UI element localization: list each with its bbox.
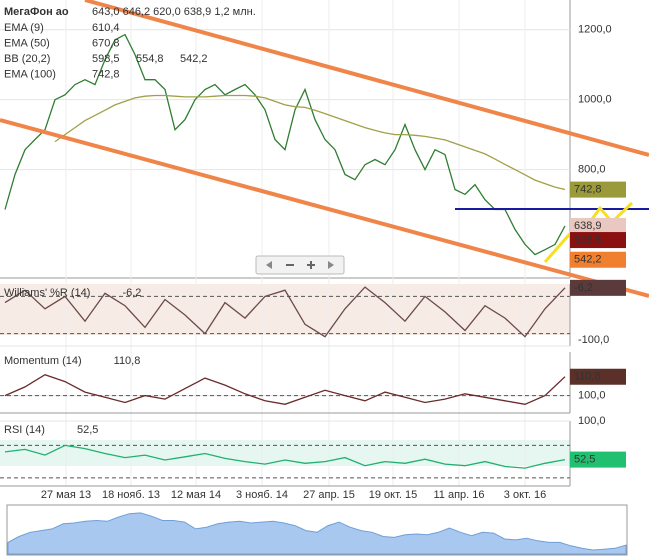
y-tick-label: 1000,0: [578, 94, 612, 106]
price-tag: [570, 251, 626, 268]
x-tick-label: 19 окт. 15: [369, 489, 418, 501]
scroll-right[interactable]: [328, 261, 334, 269]
price-tag-label: 52,5: [574, 454, 595, 466]
price-tag: [570, 181, 626, 198]
series-line: [4, 33, 566, 256]
pane-fill: [0, 440, 570, 466]
pane-value: 110,8: [114, 355, 141, 367]
price-tag-label: 598,5: [574, 234, 602, 246]
x-tick-label: 11 апр. 16: [433, 489, 484, 501]
series-line: [4, 286, 566, 338]
series-line: [4, 373, 566, 405]
x-tick-label: 27 апр. 15: [303, 489, 355, 501]
price-tag: [570, 451, 626, 468]
navigator-area: [7, 512, 627, 555]
pane-fill: [0, 284, 570, 335]
price-tag-label: -6,2: [574, 282, 593, 294]
zoom-in[interactable]: [307, 261, 315, 269]
price-tag: [570, 232, 626, 249]
price-tag-label: 742,8: [574, 184, 602, 196]
pane-title: Williams' %R (14): [4, 287, 90, 299]
trend-line: [0, 118, 649, 298]
legend-value: 610,4: [92, 22, 120, 34]
x-tick-label: 18 нояб. 13: [102, 489, 160, 501]
legend-value: 598,5: [92, 53, 120, 65]
pane-title: Momentum (14): [4, 355, 82, 367]
pane-value: 52,5: [77, 424, 98, 436]
price-tag-label: 542,2: [574, 254, 602, 266]
price-tag-label: 638,9: [574, 220, 602, 232]
legend-value: 670,8: [92, 37, 120, 49]
legend-value: 542,2: [180, 53, 208, 65]
legend-value: 742,8: [92, 68, 120, 80]
price-tag-label: 110,8: [574, 371, 601, 383]
series-line: [4, 444, 566, 469]
legend-name: EMA (9): [4, 22, 44, 34]
chart-subtitle: 643,0 646,2 620,0 638,9 1,2 млн.: [92, 6, 256, 18]
price-tag: [570, 279, 626, 296]
scroll-left[interactable]: [266, 261, 272, 269]
y-tick-label: 800,0: [578, 164, 606, 176]
series-line: [54, 94, 566, 191]
plot: [0, 0, 571, 487]
trend-line: [84, 0, 649, 157]
navigator[interactable]: [6, 504, 628, 556]
legend-name: EMA (100): [4, 68, 56, 80]
price-tag: [570, 368, 626, 385]
legend-name: BB (20,2): [4, 53, 50, 65]
price-tag: [570, 217, 626, 234]
legend-value: 554,8: [136, 53, 164, 65]
zoom-buttons[interactable]: [255, 255, 345, 275]
x-tick-label: 27 мая 13: [41, 489, 91, 501]
legend-name: EMA (50): [4, 37, 50, 49]
pane-value: -6,2: [122, 287, 141, 299]
zoom-bar[interactable]: [255, 255, 345, 275]
y-tick-label: -100,0: [578, 334, 609, 346]
x-tick-label: 3 окт. 16: [504, 489, 546, 501]
x-tick-label: 12 мая 14: [171, 489, 221, 501]
y-tick-label: 100,0: [578, 415, 606, 427]
y-tick-label: 1200,0: [578, 24, 612, 36]
y-tick-label: 100,0: [578, 389, 606, 401]
x-tick-label: 3 нояб. 14: [236, 489, 288, 501]
pane-title: RSI (14): [4, 424, 45, 436]
chart-title: МегаФон ао: [4, 6, 69, 18]
